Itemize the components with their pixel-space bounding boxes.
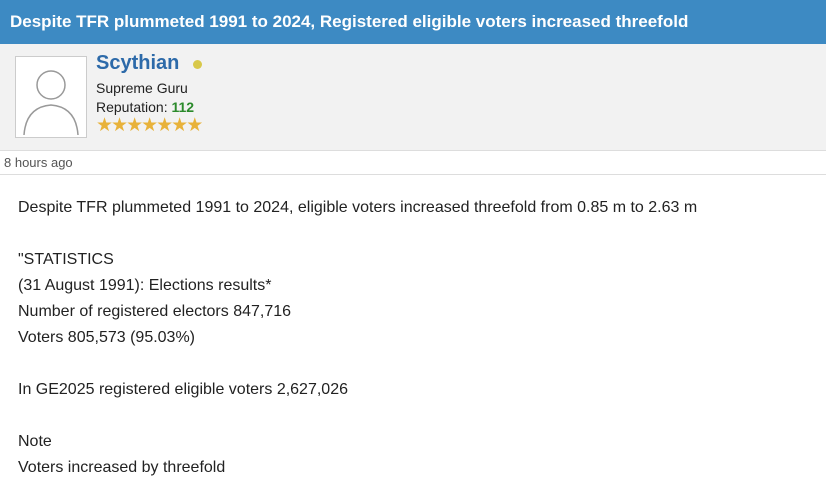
text-line: Despite TFR plummeted 1991 to 2024, elig…: [18, 199, 698, 216]
user-rank: Supreme Guru: [96, 80, 188, 96]
text-line: (31 August 1991): Elections results*: [18, 277, 272, 294]
reputation-label: Reputation:: [96, 99, 168, 115]
text-line: Note: [18, 433, 52, 450]
thread-title: Despite TFR plummeted 1991 to 2024, Regi…: [0, 0, 826, 44]
avatar[interactable]: [15, 56, 87, 138]
text-line: Voters increased by threefold: [18, 459, 226, 476]
reputation-value: 112: [171, 99, 195, 115]
reputation: Reputation: 112: [96, 99, 194, 115]
post-body: Despite TFR plummeted 1991 to 2024, elig…: [0, 175, 826, 501]
text-line: Voters 805,573 (95.03%): [18, 329, 196, 346]
status-dot: [193, 60, 202, 69]
username[interactable]: Scythian: [96, 52, 180, 74]
text-line: In GE2025 registered eligible voters 2,6…: [18, 381, 348, 398]
text-line: Number of registered electors 847,716: [18, 303, 292, 320]
text-line: "STATISTICS: [18, 251, 114, 268]
post-time: 8 hours ago: [0, 151, 826, 175]
stars: ★★★★★★★: [96, 115, 203, 136]
profile: Scythian Supreme Guru Reputation: 112 ★★…: [0, 44, 826, 151]
avatar-icon: [23, 70, 79, 136]
